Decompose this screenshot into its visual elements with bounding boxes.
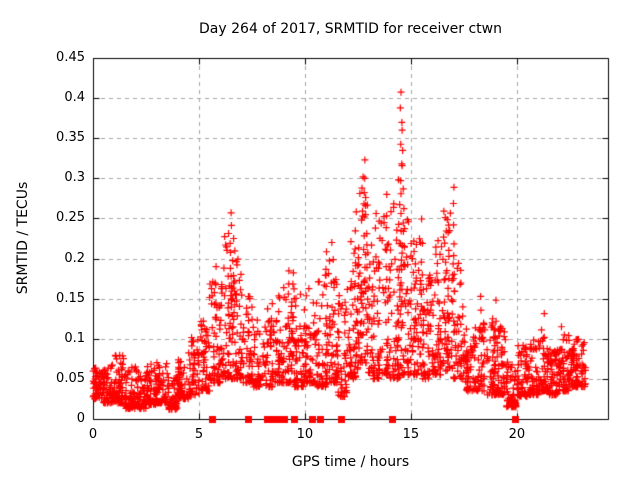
y-tick-label: 0.45 [56, 50, 85, 65]
x-tick-label: 10 [296, 427, 314, 442]
y-tick-label: 0.3 [64, 170, 85, 186]
chart-title: Day 264 of 2017, SRMTID for receiver ctw… [199, 21, 502, 37]
x-axis-label: GPS time / hours [291, 454, 410, 470]
x-tick-label: 0 [88, 427, 98, 442]
y-tick-label: 0 [76, 411, 85, 426]
y-tick-label: 0.2 [64, 250, 85, 266]
y-tick-label: 0.35 [56, 130, 85, 146]
x-tick-label: 5 [194, 427, 204, 442]
x-tick-label: 15 [402, 427, 420, 442]
y-tick-label: 0.1 [64, 330, 85, 346]
y-tick-label: 0.25 [56, 210, 85, 226]
x-tick-label: 20 [508, 427, 526, 442]
y-tick-label: 0.15 [56, 290, 85, 306]
y-tick-label: 0.4 [64, 90, 85, 106]
y-tick-label: 0.05 [56, 370, 85, 386]
y-axis-label: SRMTID / TECUs [15, 181, 31, 295]
